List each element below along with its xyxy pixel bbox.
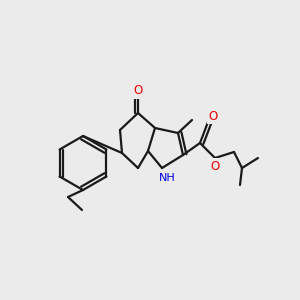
Text: O: O (208, 110, 217, 122)
Text: O: O (210, 160, 220, 172)
Text: O: O (134, 85, 142, 98)
Text: NH: NH (159, 173, 176, 183)
